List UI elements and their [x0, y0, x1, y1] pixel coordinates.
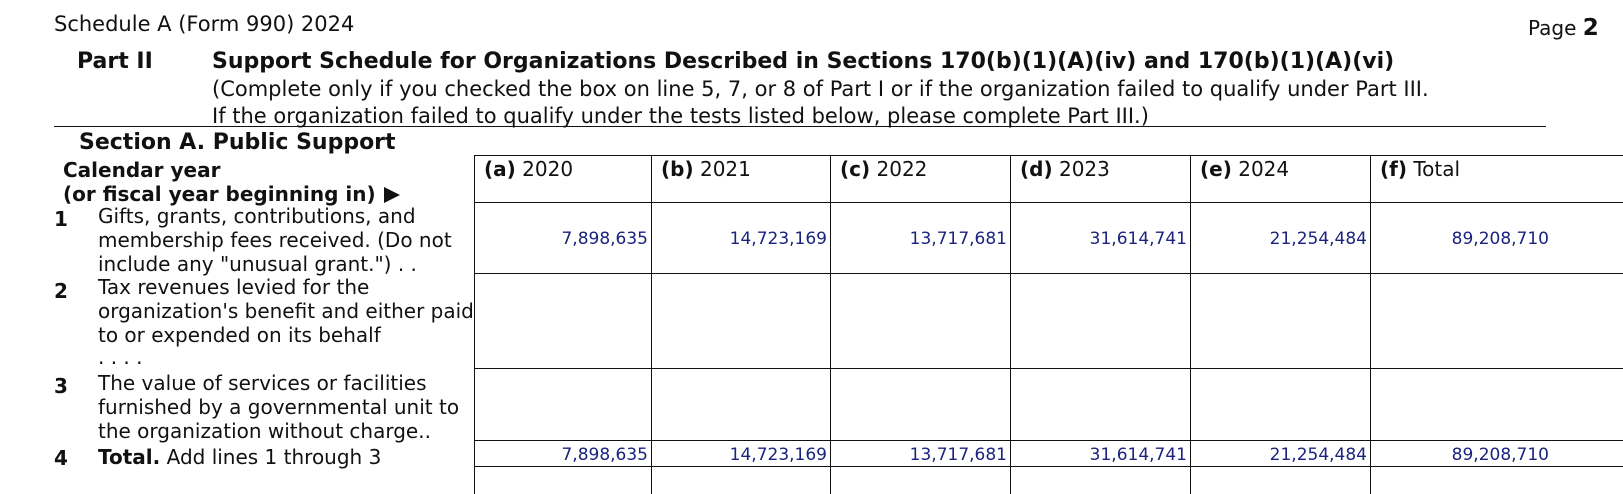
part-note-line2: If the organization failed to qualify un… — [212, 103, 1149, 128]
fiscal-year-label: (or fiscal year beginning in) — [63, 182, 400, 206]
line1-value-c[interactable]: 13,717,681 — [909, 229, 1007, 249]
col-border-1 — [651, 155, 652, 494]
part-note: (Complete only if you checked the box on… — [212, 76, 1429, 129]
header-bottom-border — [474, 202, 1623, 203]
line4-value-d[interactable]: 31,614,741 — [1089, 445, 1187, 465]
line4-bold-lead: Total. — [98, 445, 161, 469]
calendar-year-header: Calendar year (or fiscal year beginning … — [63, 158, 400, 206]
page-indicator: Page 2 — [1528, 15, 1599, 41]
column-header-f: (f) Total — [1380, 157, 1461, 181]
line1-value-a[interactable]: 7,898,635 — [561, 229, 648, 249]
page-label: Page — [1528, 16, 1577, 40]
col-border-4 — [1190, 155, 1191, 494]
col-border-0 — [474, 155, 475, 494]
col-border-3 — [1010, 155, 1011, 494]
table-top-border — [474, 155, 1623, 156]
line3-description: The value of services or facilities furn… — [98, 371, 460, 443]
arrow-right-icon — [383, 187, 400, 203]
line1-value-b[interactable]: 14,723,169 — [729, 229, 827, 249]
calendar-year-label: Calendar year — [63, 158, 221, 182]
row2-bottom-border — [474, 368, 1623, 369]
line1-value-d[interactable]: 31,614,741 — [1089, 229, 1187, 249]
part-title: Support Schedule for Organizations Descr… — [212, 49, 1395, 74]
col-border-2 — [830, 155, 831, 494]
line1-value-e[interactable]: 21,254,484 — [1269, 229, 1367, 249]
line1-number: 1 — [54, 207, 68, 231]
line1-description: Gifts, grants, contributions, and member… — [98, 204, 452, 276]
part-divider — [54, 126, 1546, 127]
form-name: Schedule A (Form 990) 2024 — [54, 12, 355, 36]
line4-value-c[interactable]: 13,717,681 — [909, 445, 1007, 465]
column-header-e: (e) 2024 — [1200, 157, 1290, 181]
line4-value-a[interactable]: 7,898,635 — [561, 445, 648, 465]
column-header-b: (b) 2021 — [661, 157, 751, 181]
line4-description: Total. Add lines 1 through 3 — [98, 445, 382, 469]
line4-value-f[interactable]: 89,208,710 — [1451, 445, 1549, 465]
line4-value-e[interactable]: 21,254,484 — [1269, 445, 1367, 465]
page-number: 2 — [1582, 15, 1599, 41]
line4-value-b[interactable]: 14,723,169 — [729, 445, 827, 465]
line1-value-f[interactable]: 89,208,710 — [1451, 229, 1549, 249]
line3-number: 3 — [54, 374, 68, 398]
row1-bottom-border — [474, 273, 1623, 274]
section-title: Section A. Public Support — [79, 130, 396, 155]
column-header-a: (a) 2020 — [484, 157, 574, 181]
line2-number: 2 — [54, 279, 68, 303]
part-note-line1: (Complete only if you checked the box on… — [212, 77, 1429, 101]
line4-number: 4 — [54, 446, 68, 470]
part-label: Part II — [77, 49, 153, 74]
line2-description: Tax revenues levied for the organization… — [98, 275, 474, 369]
column-header-c: (c) 2022 — [840, 157, 928, 181]
row3-bottom-border — [474, 440, 1623, 441]
col-border-5 — [1370, 155, 1371, 494]
column-header-d: (d) 2023 — [1020, 157, 1110, 181]
row4-bottom-border — [474, 466, 1623, 467]
